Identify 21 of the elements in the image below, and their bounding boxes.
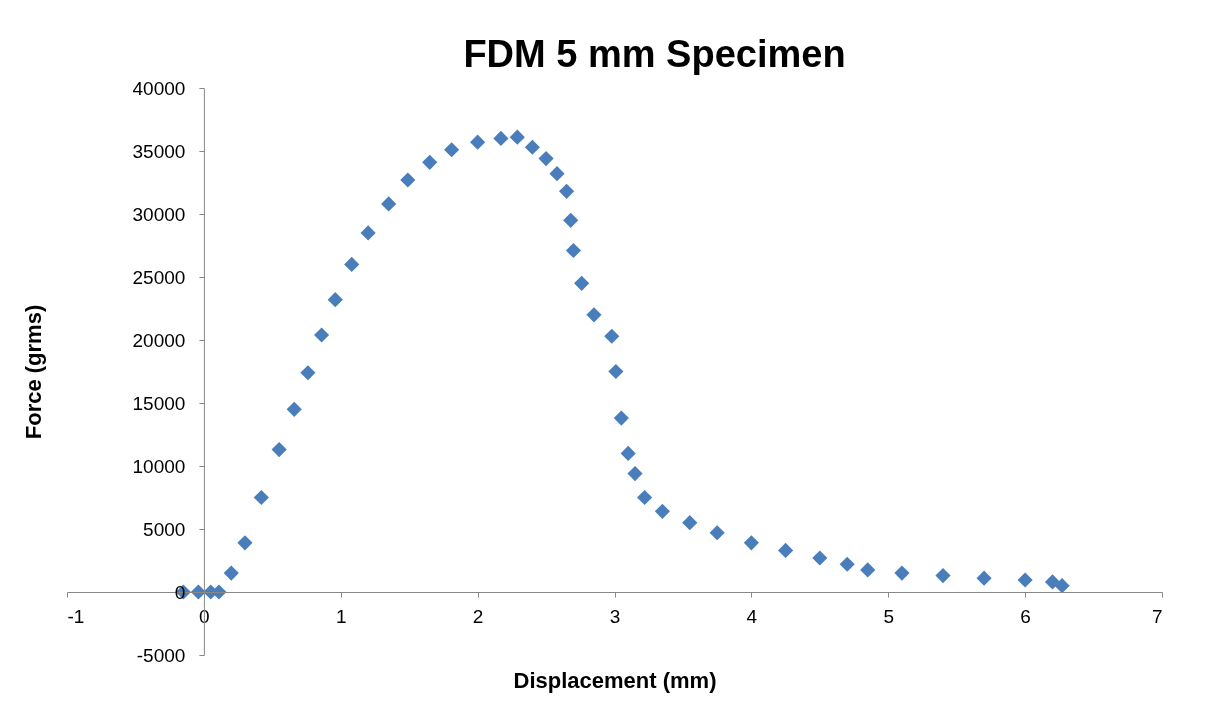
y-tick-label: 25000 xyxy=(132,266,186,288)
x-tick-label: 3 xyxy=(609,605,621,627)
y-tick-label: 40000 xyxy=(132,77,186,99)
x-tick-label: -1 xyxy=(67,605,85,627)
y-tick-label: 10000 xyxy=(132,455,186,477)
x-tick-label: 5 xyxy=(883,605,895,627)
y-axis-title: Force (grms) xyxy=(20,304,46,440)
x-tick-label: 4 xyxy=(746,605,758,627)
x-axis-title: Displacement (mm) xyxy=(513,667,717,693)
y-tick-label: 30000 xyxy=(132,203,186,225)
x-tick-label: 0 xyxy=(199,605,210,627)
x-tick-label: 6 xyxy=(1020,605,1031,627)
x-tick-label: 7 xyxy=(1151,605,1163,627)
y-tick-label: 5000 xyxy=(143,518,186,540)
y-tick-label: 35000 xyxy=(132,140,186,162)
y-tick-label: 20000 xyxy=(132,329,186,351)
x-tick-label: 1 xyxy=(335,605,347,627)
x-tick-label: 2 xyxy=(472,605,484,627)
y-tick-label: 15000 xyxy=(132,392,186,414)
chart-title: FDM 5 mm Specimen xyxy=(463,33,846,75)
y-tick-label: -5000 xyxy=(136,644,186,666)
